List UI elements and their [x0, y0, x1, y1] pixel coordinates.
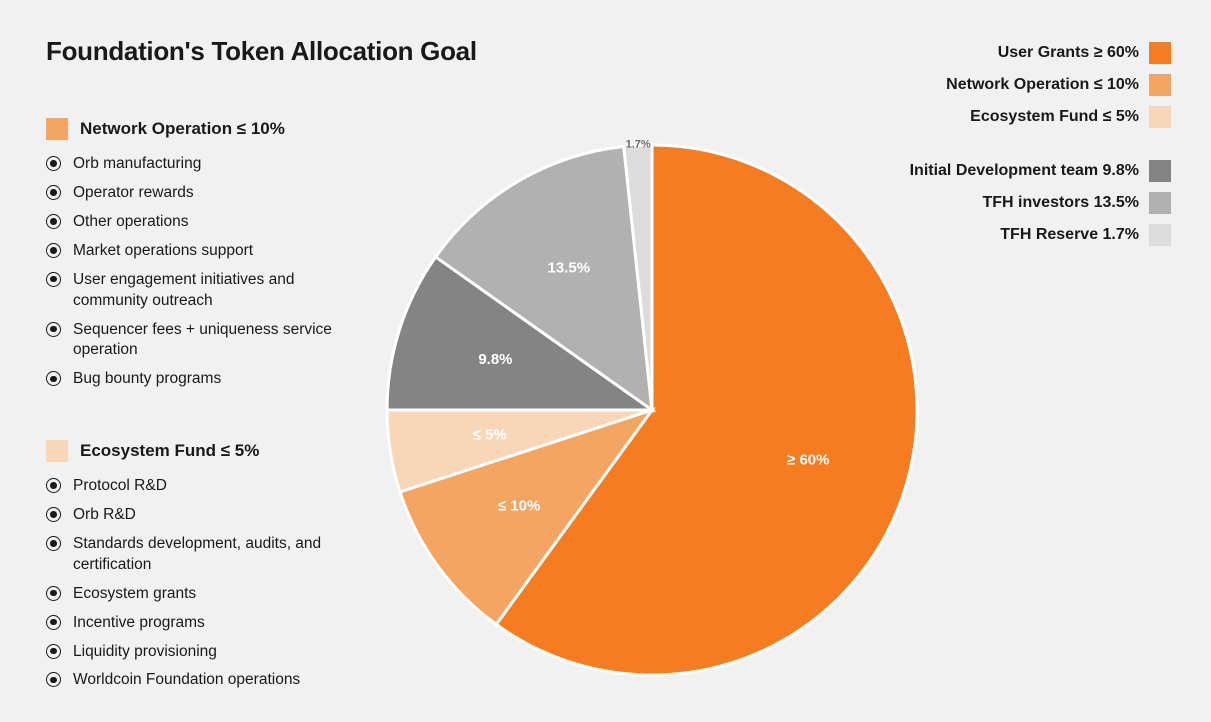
- legend-swatch: [1149, 42, 1171, 64]
- detail-section: Ecosystem Fund ≤ 5% Protocol R&D Orb R&D St…: [46, 440, 346, 691]
- pie-chart: ≥ 60% ≤ 10% ≤ 5% 9.8% 13.5% 1.7%: [382, 140, 922, 680]
- bullet-icon: [46, 478, 61, 493]
- detail-list-item: Orb manufacturing: [46, 154, 346, 175]
- detail-item-text: Sequencer fees + uniqueness service oper…: [73, 320, 346, 362]
- bullet-icon: [46, 243, 61, 258]
- pie-slice-label-ecosystem-fund: ≤ 5%: [473, 427, 507, 444]
- detail-list-item: Orb R&D: [46, 505, 346, 526]
- detail-header: Network Operation ≤ 10%: [46, 118, 346, 140]
- detail-item-text: Other operations: [73, 212, 188, 233]
- bullet-icon: [46, 672, 61, 687]
- legend-label: User Grants ≥ 60%: [998, 44, 1139, 62]
- legend-label: Ecosystem Fund ≤ 5%: [970, 108, 1139, 126]
- detail-title: Ecosystem Fund ≤ 5%: [80, 441, 259, 461]
- detail-swatch: [46, 440, 68, 462]
- legend-item: Network Operation ≤ 10%: [946, 74, 1171, 96]
- pie-slice-label-network-op: ≤ 10%: [498, 498, 540, 515]
- detail-list-item: Worldcoin Foundation operations: [46, 670, 346, 691]
- detail-title: Network Operation ≤ 10%: [80, 119, 285, 139]
- legend-item: Initial Development team 9.8%: [910, 160, 1171, 182]
- pie-slice-label-tfh-investors: 13.5%: [548, 259, 591, 276]
- pie-slice-label-tfh-reserve: 1.7%: [626, 140, 651, 151]
- detail-item-text: Incentive programs: [73, 613, 205, 634]
- detail-list-item: Incentive programs: [46, 613, 346, 634]
- detail-list-item: Other operations: [46, 212, 346, 233]
- legend-swatch: [1149, 192, 1171, 214]
- legend: User Grants ≥ 60% Network Operation ≤ 10%…: [910, 42, 1171, 246]
- detail-list-item: Protocol R&D: [46, 476, 346, 497]
- legend-label: Initial Development team 9.8%: [910, 162, 1139, 180]
- legend-item: TFH Reserve 1.7%: [1000, 224, 1171, 246]
- detail-list: Protocol R&D Orb R&D Standards development…: [46, 476, 346, 691]
- bullet-icon: [46, 586, 61, 601]
- legend-label: Network Operation ≤ 10%: [946, 76, 1139, 94]
- bullet-icon: [46, 371, 61, 386]
- detail-item-text: Orb R&D: [73, 505, 136, 526]
- detail-item-text: Orb manufacturing: [73, 154, 201, 175]
- detail-list-item: Ecosystem grants: [46, 584, 346, 605]
- legend-swatch: [1149, 74, 1171, 96]
- detail-list-item: Market operations support: [46, 241, 346, 262]
- legend-swatch: [1149, 160, 1171, 182]
- legend-swatch: [1149, 106, 1171, 128]
- bullet-icon: [46, 156, 61, 171]
- detail-item-text: Standards development, audits, and certi…: [73, 534, 346, 576]
- detail-item-text: Liquidity provisioning: [73, 642, 217, 663]
- detail-item-text: Operator rewards: [73, 183, 194, 204]
- legend-item: Ecosystem Fund ≤ 5%: [970, 106, 1171, 128]
- bullet-icon: [46, 615, 61, 630]
- legend-label: TFH Reserve 1.7%: [1000, 226, 1139, 244]
- detail-item-text: Ecosystem grants: [73, 584, 196, 605]
- legend-swatch: [1149, 224, 1171, 246]
- detail-list-item: Operator rewards: [46, 183, 346, 204]
- detail-item-text: Worldcoin Foundation operations: [73, 670, 300, 691]
- detail-list-item: Standards development, audits, and certi…: [46, 534, 346, 576]
- page-title: Foundation's Token Allocation Goal: [46, 36, 477, 67]
- detail-swatch: [46, 118, 68, 140]
- bullet-icon: [46, 507, 61, 522]
- bullet-icon: [46, 272, 61, 287]
- detail-section: Network Operation ≤ 10% Orb manufacturing…: [46, 118, 346, 390]
- detail-list: Orb manufacturing Operator rewards Other o…: [46, 154, 346, 390]
- detail-list-item: Sequencer fees + uniqueness service oper…: [46, 320, 346, 362]
- detail-list-item: Bug bounty programs: [46, 369, 346, 390]
- detail-list-item: User engagement initiatives and communit…: [46, 270, 346, 312]
- detail-item-text: Protocol R&D: [73, 476, 167, 497]
- pie-slice-label-user-grants: ≥ 60%: [787, 452, 829, 469]
- detail-list-item: Liquidity provisioning: [46, 642, 346, 663]
- detail-item-text: Bug bounty programs: [73, 369, 221, 390]
- bullet-icon: [46, 322, 61, 337]
- legend-item: User Grants ≥ 60%: [998, 42, 1171, 64]
- bullet-icon: [46, 536, 61, 551]
- detail-item-text: User engagement initiatives and communit…: [73, 270, 346, 312]
- legend-item: TFH investors 13.5%: [983, 192, 1172, 214]
- detail-header: Ecosystem Fund ≤ 5%: [46, 440, 346, 462]
- bullet-icon: [46, 185, 61, 200]
- pie-slice-label-init-dev: 9.8%: [478, 351, 512, 368]
- legend-label: TFH investors 13.5%: [983, 194, 1140, 212]
- bullet-icon: [46, 644, 61, 659]
- detail-item-text: Market operations support: [73, 241, 253, 262]
- bullet-icon: [46, 214, 61, 229]
